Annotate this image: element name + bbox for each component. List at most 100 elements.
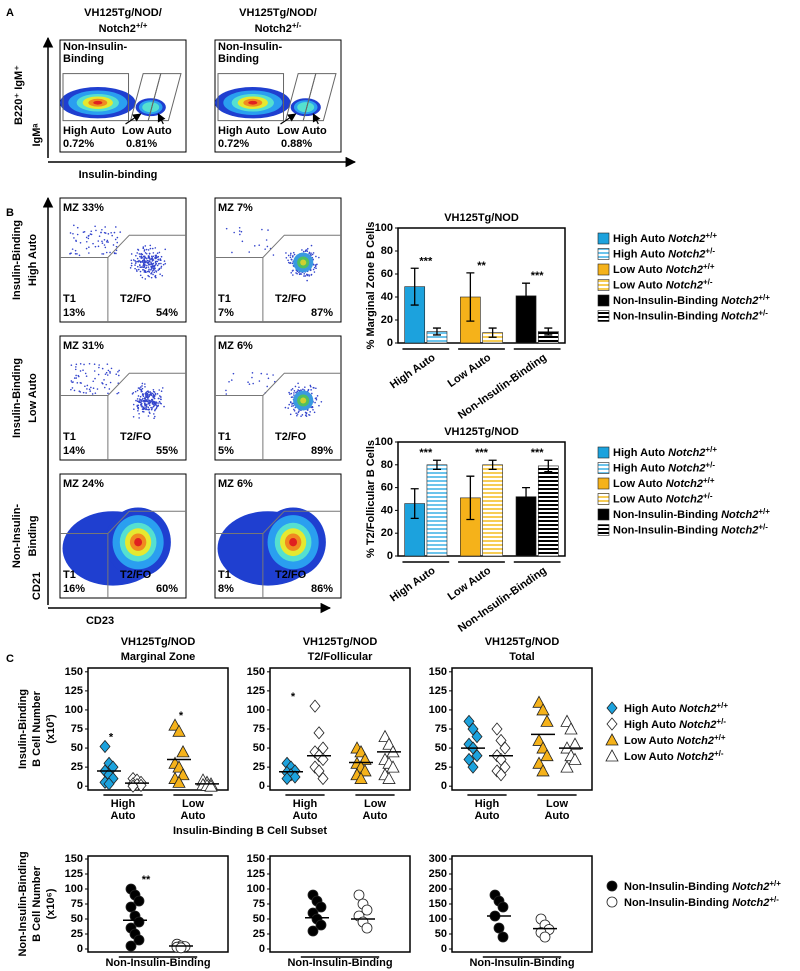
y-tick-label: 125 [247,685,265,697]
event [140,252,143,255]
event [147,266,150,268]
event [138,412,140,415]
event [103,379,105,381]
event [163,405,165,408]
y-tick-label: 125 [429,685,447,697]
event [144,383,146,385]
event [80,382,82,384]
event [158,268,161,271]
event [144,403,146,406]
event [144,398,146,400]
event [104,373,107,375]
legend-label: High Auto Notch2+/+ [613,445,717,459]
density [93,100,103,105]
event [75,363,78,366]
y-tick-label: 125 [247,868,265,880]
y-tick-label: 50 [435,742,447,754]
point [536,703,550,716]
text-part: Notch2 [666,280,703,292]
event [137,268,140,271]
event [146,400,149,403]
event [153,271,156,274]
y-tick-label: 50 [435,928,447,940]
event [142,247,145,250]
event [142,408,145,411]
event [154,247,157,249]
y-axis-label: (x10³) [45,714,57,744]
point [560,760,574,773]
gate-label: 89% [311,445,333,457]
y-tick-label: 25 [253,928,265,940]
event [102,253,105,255]
event [131,393,134,395]
superscript: +/+ [716,701,728,710]
event [231,251,233,254]
error-bar [544,327,553,336]
event [292,404,295,407]
event [151,392,154,395]
event [134,264,136,266]
gate [107,372,186,396]
event [88,252,90,254]
event [289,401,292,404]
row-label: Non-Insulin- [11,504,23,568]
event [139,261,142,264]
row-label: Binding [27,516,39,557]
text-part: Low Auto [613,264,663,276]
event [309,385,312,388]
event [71,248,74,250]
event [151,398,153,401]
event [132,259,135,261]
event [308,275,311,277]
event [130,262,133,265]
event [93,363,96,366]
superscript: +/- [705,461,715,470]
y-axis-label: CD21 [31,572,43,600]
legend-swatch [597,294,610,307]
point [497,931,509,943]
point [532,756,546,769]
x-axis-label: Insulin-Binding B Cell Subset [173,825,327,837]
event [140,403,143,406]
event [161,274,164,277]
gate-label: 8% [218,583,234,595]
event [145,271,147,273]
event [116,236,119,239]
event [143,399,146,402]
event [148,271,151,273]
event [291,262,294,265]
event [137,407,140,410]
legend-label: High Auto Notch2+/- [613,461,715,475]
event [84,385,86,388]
density [289,538,298,547]
event [142,406,145,409]
event [164,248,167,251]
density [297,102,315,113]
event [138,253,141,255]
flow-plot [59,335,187,461]
legend-marker [605,749,619,762]
event [296,390,299,393]
event [74,368,77,371]
event [141,253,144,256]
legend-swatch [597,232,610,245]
event [132,403,135,406]
event [141,387,144,390]
event [157,402,159,404]
event [85,247,88,250]
text-part: Non-Insulin-Binding [613,311,718,323]
gate-label: T1 [218,293,231,305]
y-tick-label: 100 [375,222,393,234]
event [148,257,151,259]
point [125,940,137,952]
event [139,270,142,273]
error-bar [432,459,441,471]
event [241,240,244,243]
event [105,240,108,243]
gate-label: MZ 6% [218,340,253,352]
event [137,406,140,409]
event [289,256,292,259]
event [133,408,135,410]
y-tick-label: 150 [247,666,265,678]
